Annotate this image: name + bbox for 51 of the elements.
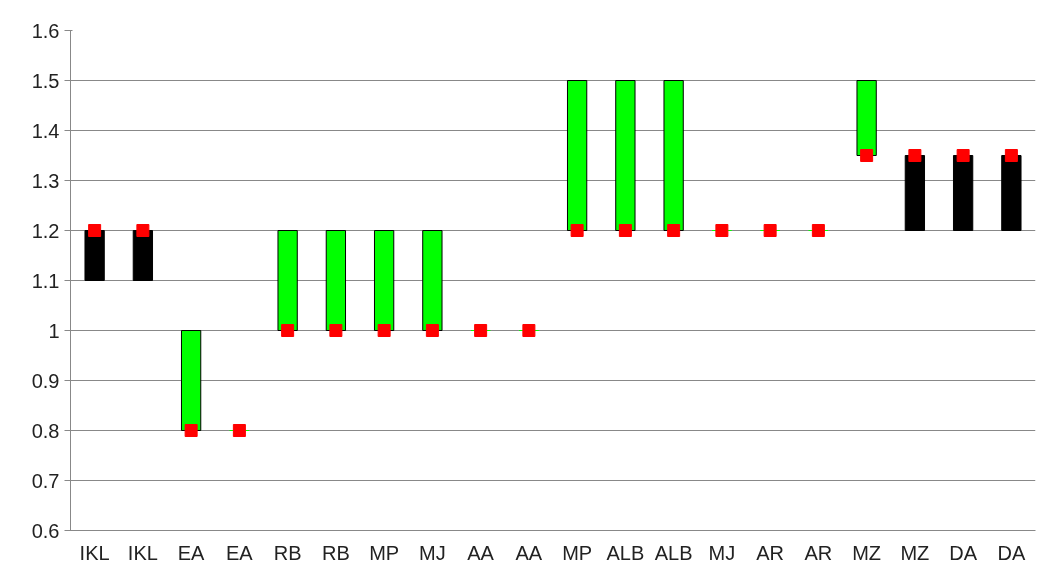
point bbox=[281, 324, 295, 337]
x-tick-label: MZ bbox=[900, 541, 930, 564]
y-tick-label: 0.7 bbox=[31, 469, 60, 492]
point bbox=[860, 149, 874, 162]
x-tick-label: AA bbox=[467, 541, 495, 564]
point bbox=[956, 149, 970, 162]
x-tick-label: MJ bbox=[708, 541, 736, 564]
x-tick-label: IKL bbox=[79, 541, 110, 564]
x-tick-label: RB bbox=[273, 541, 302, 564]
point bbox=[570, 224, 584, 237]
point bbox=[232, 424, 246, 437]
x-tick-label: DA bbox=[997, 541, 1026, 564]
point bbox=[474, 324, 488, 337]
x-tick-label: MJ bbox=[419, 541, 446, 564]
x-tick-label: RB bbox=[321, 541, 350, 564]
x-tick-label: ALB bbox=[654, 541, 693, 564]
x-tick-label: DA bbox=[949, 541, 978, 564]
point bbox=[811, 224, 825, 237]
y-tick-label: 0.8 bbox=[31, 419, 60, 442]
point bbox=[667, 224, 681, 237]
point bbox=[329, 324, 343, 337]
y-tick-label: 0.6 bbox=[31, 519, 60, 542]
point bbox=[763, 224, 777, 237]
y-tick-label: 1.6 bbox=[31, 19, 60, 42]
x-tick-label: MZ bbox=[852, 541, 882, 564]
y-tick-label: 0.9 bbox=[31, 369, 60, 392]
point bbox=[88, 224, 102, 237]
x-tick-label: ALB bbox=[606, 541, 645, 564]
point bbox=[184, 424, 198, 437]
x-tick-label: AR bbox=[804, 541, 833, 564]
y-tick-label: 1.2 bbox=[31, 219, 60, 242]
y-tick-label: 1.5 bbox=[31, 69, 60, 92]
y-tick-label: 1 bbox=[48, 319, 60, 342]
point bbox=[425, 324, 439, 337]
x-tick-label: IKL bbox=[127, 541, 158, 564]
point bbox=[136, 224, 150, 237]
point bbox=[377, 324, 391, 337]
y-tick-label: 1.3 bbox=[31, 169, 60, 192]
point bbox=[715, 224, 729, 237]
x-tick-label: AA bbox=[515, 541, 543, 564]
point bbox=[908, 149, 922, 162]
x-tick-label: MP bbox=[562, 541, 593, 564]
point bbox=[1004, 149, 1018, 162]
point bbox=[522, 324, 536, 337]
y-tick-label: 1.4 bbox=[31, 119, 60, 142]
x-tick-label: EA bbox=[177, 541, 206, 564]
x-tick-label: EA bbox=[226, 541, 254, 564]
point bbox=[618, 224, 632, 237]
x-tick-label: MP bbox=[369, 541, 400, 564]
y-tick-label: 1.1 bbox=[31, 269, 60, 292]
x-tick-label: AR bbox=[756, 541, 785, 564]
